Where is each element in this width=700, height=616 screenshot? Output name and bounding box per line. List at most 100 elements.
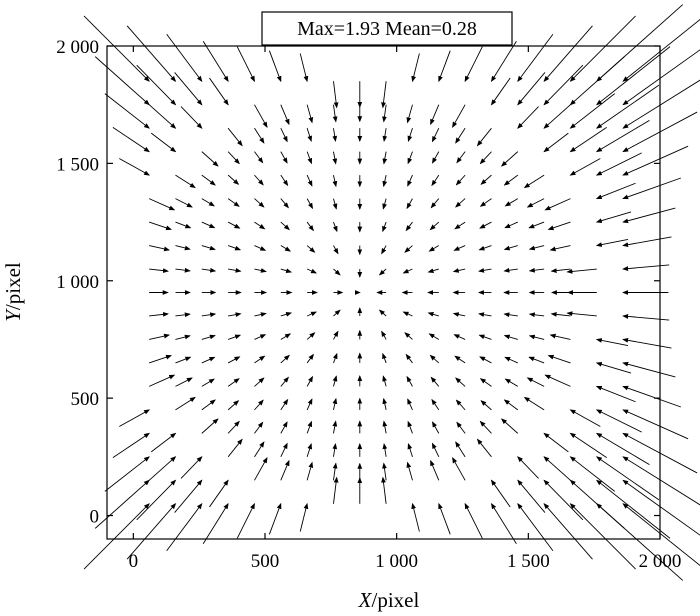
displacement-vector: [333, 268, 341, 276]
displacement-vector: [280, 421, 288, 434]
displacement-vector: [404, 332, 413, 340]
displacement-vector: [175, 245, 191, 251]
displacement-vector: [83, 15, 150, 82]
y-tick-label: 1 000: [56, 272, 99, 293]
displacement-vector: [428, 245, 440, 252]
displacement-vector: [201, 221, 216, 229]
displacement-vector: [517, 479, 546, 513]
displacement-vector: [254, 334, 267, 340]
displacement-vector: [543, 503, 593, 560]
displacement-vector: [119, 409, 151, 427]
x-tick-label: 500: [251, 551, 280, 572]
displacement-vector: [454, 221, 466, 230]
displacement-vector: [148, 221, 172, 231]
displacement-vector: [452, 457, 466, 481]
displacement-vector: [280, 459, 290, 481]
displacement-vector: [144, 456, 177, 485]
displacement-vector: [254, 221, 266, 230]
displacement-vector: [280, 174, 289, 187]
displacement-vector: [490, 502, 517, 545]
displacement-vector: [333, 476, 339, 504]
displacement-vector: [543, 432, 569, 453]
displacement-vector: [407, 128, 413, 142]
displacement-vector: [596, 479, 671, 539]
displacement-vector: [148, 198, 176, 211]
displacement-vector: [201, 399, 216, 411]
displacement-vector: [569, 432, 607, 458]
displacement-vector: [427, 312, 439, 317]
displacement-vector: [201, 151, 219, 167]
displacement-vector: [406, 104, 413, 124]
displacement-vector: [332, 443, 338, 457]
displacement-vector: [254, 151, 264, 164]
displacement-vector: [332, 151, 338, 165]
displacement-vector: [569, 15, 636, 82]
displacement-vector: [201, 334, 216, 340]
displacement-vector: [622, 456, 700, 506]
displacement-vector: [503, 312, 518, 318]
displacement-vector: [382, 221, 387, 233]
displacement-vector: [479, 198, 492, 207]
displacement-vector: [528, 356, 545, 364]
displacement-vector: [228, 267, 242, 273]
displacement-vector: [431, 174, 440, 187]
displacement-vector: [430, 376, 440, 387]
displacement-vector: [382, 443, 388, 457]
displacement-vector: [438, 50, 451, 83]
displacement-vector: [622, 177, 682, 200]
displacement-vector: [569, 93, 616, 129]
displacement-vector: [543, 25, 593, 82]
displacement-vector: [175, 356, 192, 364]
displacement-vector: [566, 268, 597, 274]
displacement-vector: [227, 420, 240, 434]
displacement-vector: [596, 4, 684, 82]
displacement-vector: [405, 353, 413, 364]
displacement-vector: [430, 198, 440, 209]
displacement-vector: [227, 378, 240, 387]
displacement-vector: [595, 211, 632, 223]
displacement-vector: [452, 104, 466, 128]
displacement-vector: [332, 420, 338, 434]
displacement-vector: [503, 399, 519, 411]
displacement-vector: [517, 33, 554, 83]
displacement-vector: [332, 198, 338, 210]
displacement-vector: [490, 40, 517, 83]
displacement-vector: [254, 104, 268, 128]
displacement-vector: [381, 245, 387, 255]
displacement-vector: [382, 104, 387, 123]
y-axis-title: Y/pixel: [1, 262, 25, 322]
displacement-vector: [504, 198, 519, 207]
displacement-vector: [517, 106, 539, 129]
displacement-vector: [429, 354, 440, 364]
displacement-vector: [175, 198, 193, 208]
displacement-vector: [479, 378, 492, 387]
displacement-vector: [595, 409, 642, 433]
displacement-vector: [112, 432, 150, 458]
displacement-vector: [333, 330, 339, 340]
displacement-vector: [595, 456, 660, 501]
displacement-vector: [306, 128, 312, 142]
displacement-vector: [523, 174, 545, 189]
displacement-vector: [549, 245, 571, 252]
displacement-vector: [455, 377, 466, 387]
displacement-vector: [201, 356, 216, 364]
displacement-vector: [148, 374, 176, 387]
displacement-vector: [480, 174, 492, 185]
displacement-vector: [404, 245, 413, 253]
displacement-vector: [550, 312, 571, 317]
displacement-vector: [431, 127, 440, 143]
displacement-vector: [268, 502, 282, 535]
displacement-vector: [622, 264, 670, 271]
displacement-vector: [595, 238, 629, 247]
displacement-vector: [622, 236, 672, 248]
displacement-vector: [528, 312, 545, 318]
displacement-vector: [429, 221, 440, 231]
x-tick-label: 0: [129, 551, 139, 572]
displacement-vector: [254, 174, 264, 186]
displacement-vector: [402, 311, 413, 317]
displacement-vector: [306, 198, 314, 210]
displacement-vector: [254, 399, 264, 411]
x-axis-unit: /pixel: [372, 588, 420, 612]
displacement-vector: [544, 374, 571, 387]
